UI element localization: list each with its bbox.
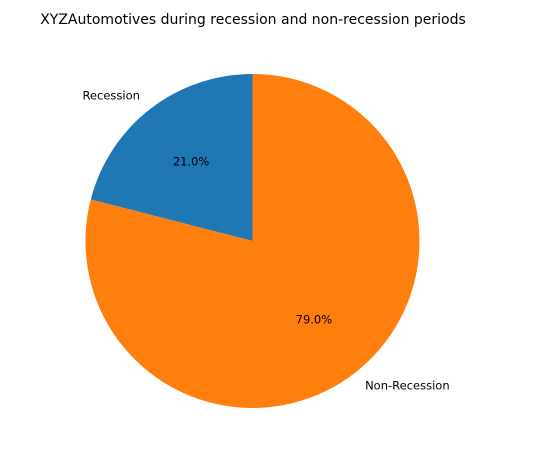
slice-label-non-recession: Non-Recession (365, 379, 450, 393)
slice-label-recession: Recession (82, 88, 139, 102)
pie-slices (85, 74, 420, 409)
slice-percent-recession: 21.0% (173, 154, 210, 168)
pie-labels: Recession 21.0% Non-Recession 79.0% (82, 88, 449, 392)
slice-percent-non-recession: 79.0% (296, 313, 333, 327)
pie-slice-non-recession (85, 74, 420, 409)
chart-title: XYZAutomotives during recession and non-… (40, 12, 466, 28)
pie-slice-recession (90, 74, 253, 241)
